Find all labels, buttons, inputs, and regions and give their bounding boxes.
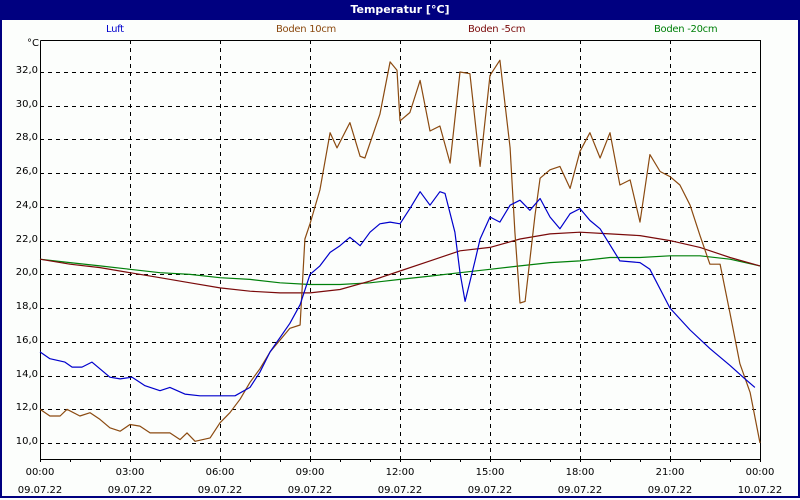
x-tick-time: 12:00 (385, 467, 415, 478)
legend-item: Boden -5cm (468, 24, 526, 35)
x-tick-label: 00:00 10.07.22 (730, 464, 790, 500)
x-tick-date: 09.07.22 (377, 485, 423, 496)
y-tick-label: 24,0 (15, 199, 38, 211)
series-line-boden-10cm (39, 59, 761, 444)
series-line-boden--5cm (39, 231, 761, 294)
legend-item: Boden -20cm (654, 24, 718, 35)
legend-item: Boden 10cm (276, 24, 336, 35)
x-tick-label: 03:00 09.07.22 (100, 464, 160, 500)
x-tick-label: 06:00 09.07.22 (190, 464, 250, 500)
x-tick-date: 09.07.22 (107, 485, 153, 496)
x-tick-date: 09.07.22 (287, 485, 333, 496)
series-line-luft (39, 191, 756, 397)
x-tick-date: 09.07.22 (467, 485, 513, 496)
x-tick-date: 09.07.22 (197, 485, 243, 496)
x-tick-date: 09.07.22 (17, 485, 63, 496)
series-line-boden--20cm (39, 255, 761, 286)
y-tick-label: 22,0 (15, 233, 38, 245)
x-tick-time: 00:00 (745, 467, 775, 478)
x-tick-time: 15:00 (475, 467, 505, 478)
y-tick-label: 16,0 (15, 334, 38, 346)
y-axis-unit: °C (27, 38, 39, 49)
y-tick-label: 10,0 (15, 436, 38, 447)
x-tick-label: 15:00 09.07.22 (460, 464, 520, 500)
x-tick-date: 10.07.22 (737, 485, 783, 496)
x-tick-label: 00:00 09.07.22 (10, 464, 70, 500)
y-tick-label: 12,0 (15, 402, 38, 414)
y-tick-label: 14,0 (15, 368, 38, 380)
plot-frame (40, 40, 761, 460)
legend-item: Luft (106, 24, 124, 35)
y-tick-label: 20,0 (15, 267, 38, 279)
x-tick-date: 09.07.22 (557, 485, 603, 496)
x-tick-label: 21:00 09.07.22 (640, 464, 700, 500)
x-tick-label: 18:00 09.07.22 (550, 464, 610, 500)
y-tick-label: 32,0 (15, 65, 38, 76)
y-tick-label: 30,0 (15, 98, 38, 110)
x-tick-label: 09:00 09.07.22 (280, 464, 340, 500)
x-tick-time: 06:00 (205, 467, 235, 478)
x-tick-time: 18:00 (565, 467, 595, 478)
x-tick-time: 21:00 (655, 467, 685, 478)
x-tick-date: 09.07.22 (647, 485, 693, 496)
y-tick-label: 28,0 (15, 132, 38, 144)
x-tick-time: 03:00 (115, 467, 145, 478)
chart-title: Temperatur [°C] (0, 0, 800, 20)
x-tick-time: 00:00 (25, 467, 55, 478)
x-tick-label: 12:00 09.07.22 (370, 464, 430, 500)
y-tick-label: 18,0 (15, 301, 38, 313)
y-tick-label: 26,0 (15, 166, 38, 178)
x-tick-time: 09:00 (295, 467, 325, 478)
